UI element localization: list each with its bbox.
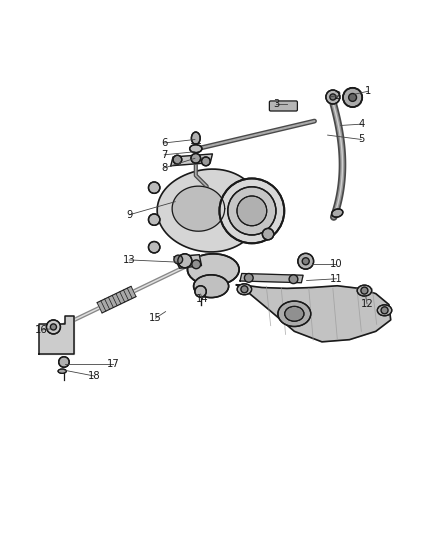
Polygon shape: [157, 169, 261, 252]
Circle shape: [174, 255, 183, 264]
FancyBboxPatch shape: [269, 101, 297, 111]
Circle shape: [262, 229, 274, 240]
Circle shape: [289, 275, 298, 284]
Text: 11: 11: [330, 274, 343, 284]
Text: 4: 4: [358, 119, 364, 129]
Text: 6: 6: [161, 138, 167, 148]
Circle shape: [192, 260, 201, 269]
Circle shape: [148, 214, 160, 225]
Circle shape: [191, 154, 201, 163]
Polygon shape: [97, 286, 136, 313]
Circle shape: [244, 273, 253, 282]
Circle shape: [326, 90, 340, 104]
Text: 3: 3: [273, 99, 279, 109]
Polygon shape: [171, 154, 212, 166]
Ellipse shape: [237, 196, 267, 226]
Circle shape: [148, 241, 160, 253]
Text: 8: 8: [161, 163, 167, 173]
Ellipse shape: [357, 285, 371, 296]
Ellipse shape: [190, 145, 202, 152]
Ellipse shape: [332, 209, 343, 217]
Text: 1: 1: [365, 86, 371, 96]
Ellipse shape: [58, 369, 67, 374]
Ellipse shape: [191, 132, 200, 144]
Circle shape: [201, 157, 210, 166]
Circle shape: [330, 94, 336, 100]
Polygon shape: [240, 273, 303, 282]
Ellipse shape: [194, 275, 229, 297]
Circle shape: [302, 258, 309, 265]
Text: 9: 9: [126, 210, 132, 220]
Polygon shape: [237, 285, 391, 342]
Text: 10: 10: [330, 260, 343, 269]
Circle shape: [343, 88, 362, 107]
Text: 16: 16: [35, 325, 48, 335]
Text: 13: 13: [123, 255, 135, 265]
Ellipse shape: [187, 254, 239, 285]
Text: 5: 5: [358, 134, 364, 144]
Polygon shape: [174, 255, 201, 268]
Circle shape: [298, 253, 314, 269]
Circle shape: [59, 357, 69, 367]
Text: 2: 2: [334, 91, 340, 101]
Circle shape: [361, 287, 368, 294]
Circle shape: [349, 93, 357, 101]
Circle shape: [241, 286, 248, 293]
Text: 17: 17: [106, 359, 120, 369]
Text: 12: 12: [360, 298, 374, 309]
Ellipse shape: [285, 306, 304, 321]
Circle shape: [50, 324, 57, 330]
Ellipse shape: [228, 187, 276, 235]
Circle shape: [381, 307, 388, 314]
Text: 14: 14: [196, 294, 208, 304]
Text: 7: 7: [161, 150, 167, 160]
Ellipse shape: [219, 179, 284, 243]
Polygon shape: [172, 186, 225, 231]
Circle shape: [148, 182, 160, 193]
Ellipse shape: [278, 301, 311, 327]
Ellipse shape: [237, 284, 251, 295]
Circle shape: [195, 286, 206, 297]
Circle shape: [178, 254, 192, 268]
Circle shape: [173, 155, 182, 164]
Polygon shape: [39, 316, 74, 354]
Text: 15: 15: [149, 313, 162, 323]
Text: 18: 18: [88, 371, 100, 381]
Circle shape: [46, 320, 60, 334]
Ellipse shape: [378, 305, 392, 316]
